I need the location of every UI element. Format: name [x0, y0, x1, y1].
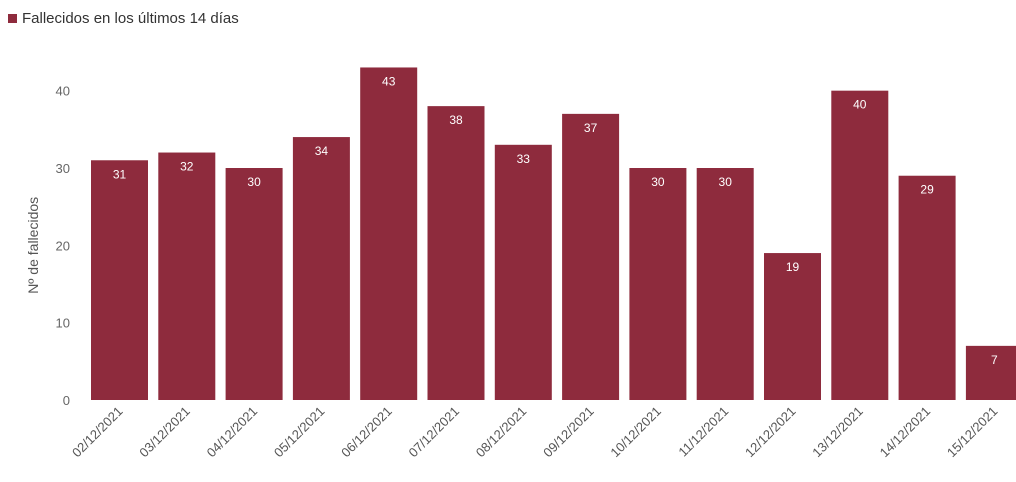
bars-group: 31 32 30 34 43 38 33 37 30 30 19 40 29 7 — [91, 67, 1016, 401]
bar-value-label: 30 — [651, 175, 665, 189]
x-tick-label: 14/12/2021 — [877, 404, 934, 461]
bar — [292, 137, 350, 401]
x-tick-label: 02/12/2021 — [69, 404, 126, 461]
bar — [225, 168, 283, 400]
bar-value-label: 19 — [786, 260, 800, 274]
bar — [629, 168, 687, 400]
bar — [898, 175, 956, 400]
bar-value-label: 34 — [315, 144, 329, 158]
bar-value-label: 33 — [517, 152, 531, 166]
bar-value-label: 30 — [247, 175, 261, 189]
x-tick-label: 09/12/2021 — [540, 404, 597, 461]
bar — [965, 345, 1016, 400]
y-tick-label: 20 — [56, 238, 70, 253]
x-tick-label: 08/12/2021 — [473, 404, 530, 461]
x-tick-label: 12/12/2021 — [742, 404, 799, 461]
bar — [91, 160, 148, 400]
bar-value-label: 30 — [719, 175, 733, 189]
bar — [360, 67, 418, 400]
y-tick-label: 30 — [56, 161, 70, 176]
bar-value-label: 38 — [449, 113, 463, 127]
y-tick-label: 0 — [63, 393, 70, 408]
bar — [427, 106, 485, 400]
bar-value-label: 7 — [991, 353, 998, 367]
legend-label: Fallecidos en los últimos 14 días — [22, 10, 239, 27]
bar — [494, 144, 552, 400]
bar — [696, 168, 754, 400]
bar-value-label: 43 — [382, 74, 396, 88]
y-axis-title: Nº de fallecidos — [25, 197, 41, 294]
y-tick-label: 10 — [56, 316, 70, 331]
bar — [831, 90, 889, 401]
x-tick-label: 07/12/2021 — [405, 404, 462, 461]
bar-value-label: 32 — [180, 160, 194, 174]
x-tick-label: 11/12/2021 — [675, 404, 731, 460]
bar — [158, 152, 216, 400]
legend: Fallecidos en los últimos 14 días — [8, 10, 239, 27]
bar — [562, 113, 620, 400]
bar-value-label: 29 — [920, 183, 934, 197]
bar-value-label: 31 — [113, 167, 127, 181]
x-tick-label: 04/12/2021 — [204, 404, 261, 461]
y-tick-label: 40 — [56, 84, 70, 99]
bar — [764, 253, 821, 400]
x-tick-label: 10/12/2021 — [607, 404, 664, 461]
x-tick-label: 15/12/2021 — [944, 404, 1001, 461]
y-axis-ticks: 0 10 20 30 40 — [56, 84, 70, 408]
bar-value-label: 40 — [853, 98, 867, 112]
x-tick-label: 06/12/2021 — [338, 404, 395, 461]
x-axis-ticks: 02/12/2021 03/12/2021 04/12/2021 05/12/2021… — [69, 404, 1001, 461]
legend-swatch — [8, 14, 17, 23]
x-tick-label: 05/12/2021 — [271, 404, 328, 461]
bar-value-label: 37 — [584, 121, 598, 135]
x-tick-label: 13/12/2021 — [809, 404, 866, 461]
x-tick-label: 03/12/2021 — [136, 404, 193, 461]
